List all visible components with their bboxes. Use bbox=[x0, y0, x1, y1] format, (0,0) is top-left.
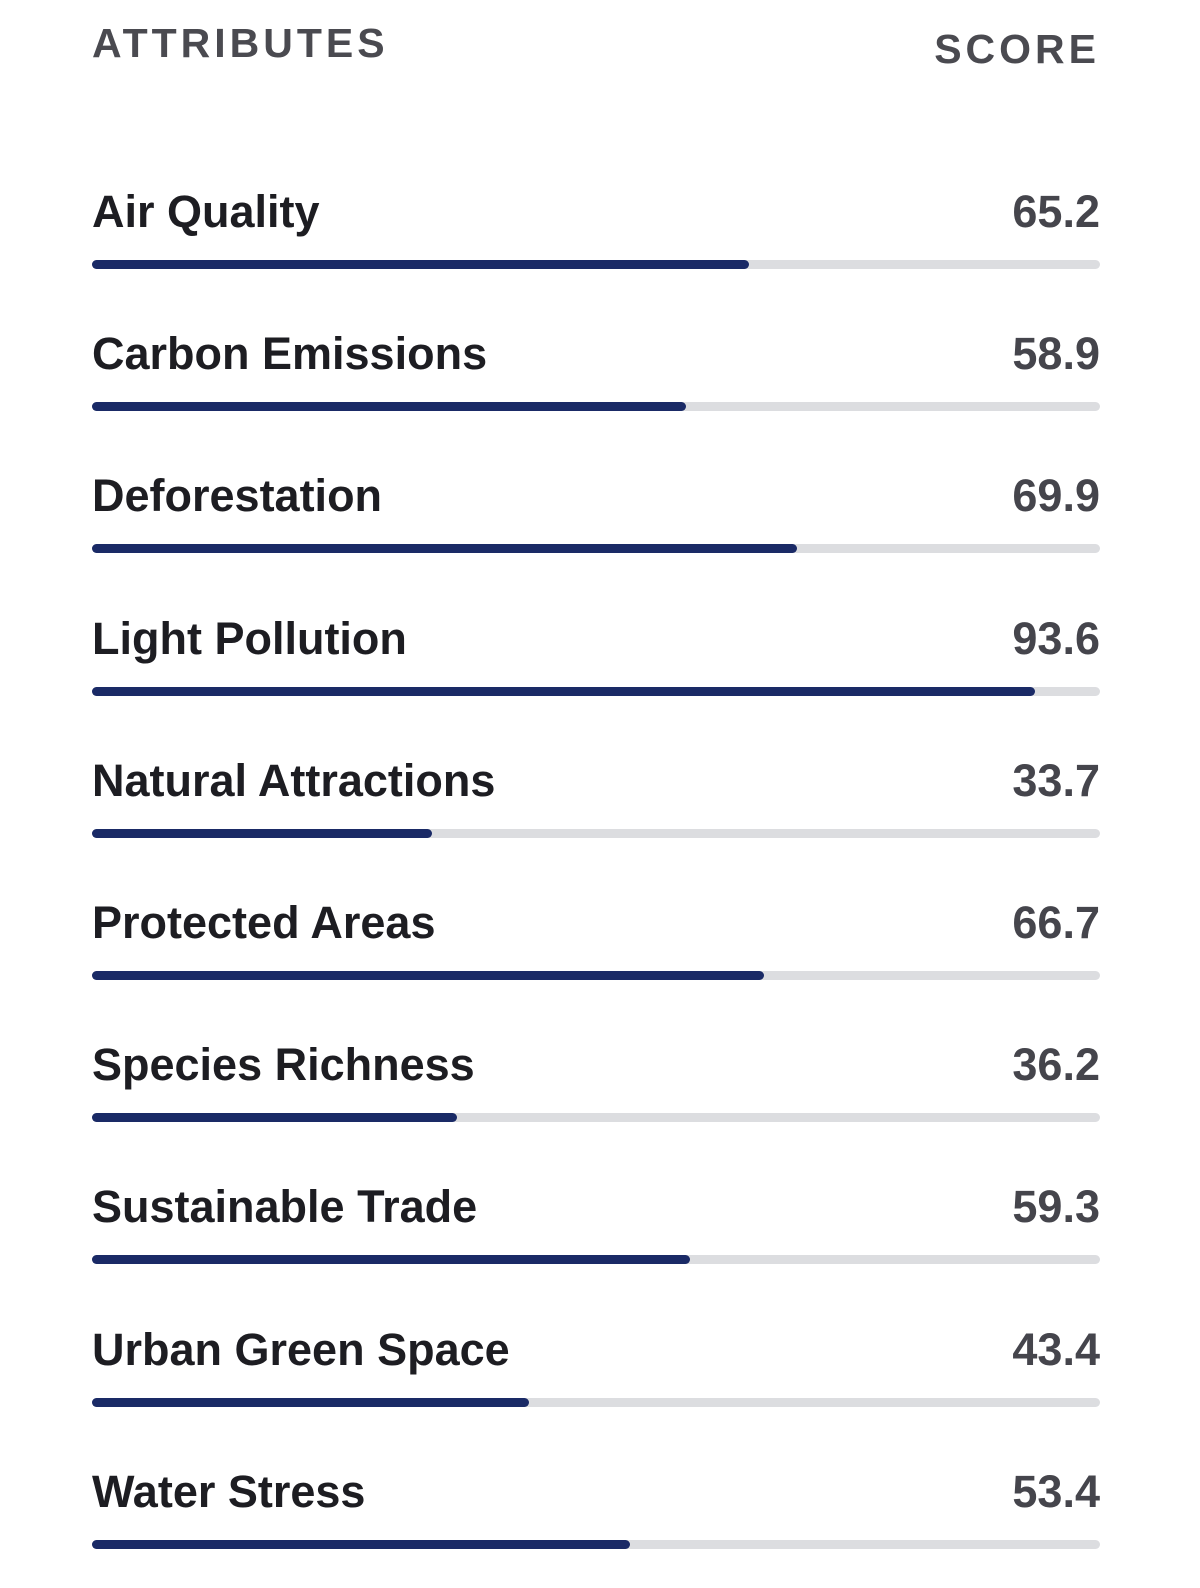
score-bar-track bbox=[92, 260, 1100, 269]
score-bar-fill bbox=[92, 1397, 529, 1407]
score-value: 69.9 bbox=[1012, 470, 1100, 522]
attribute-row: Light Pollution 93.6 bbox=[92, 613, 1100, 723]
score-bar-fill bbox=[92, 686, 1035, 696]
attribute-row: Sustainable Trade 59.3 bbox=[92, 1181, 1100, 1291]
score-value: 58.9 bbox=[1012, 328, 1100, 380]
score-bar-fill bbox=[92, 1255, 690, 1265]
attribute-label: Carbon Emissions bbox=[92, 328, 488, 380]
attribute-label: Natural Attractions bbox=[92, 754, 496, 806]
attribute-row: Deforestation 69.9 bbox=[92, 470, 1100, 580]
score-bar-track bbox=[92, 1539, 1100, 1549]
score-value: 59.3 bbox=[1012, 1181, 1100, 1233]
attribute-label: Urban Green Space bbox=[92, 1323, 510, 1375]
score-bar-track bbox=[92, 971, 1100, 980]
score-bar-track bbox=[92, 544, 1100, 554]
attribute-row: Water Stress 53.4 bbox=[92, 1466, 1100, 1576]
attributes-column-header: ATTRIBUTES bbox=[92, 20, 389, 66]
attribute-row: Species Richness 36.2 bbox=[92, 1039, 1100, 1149]
attribute-row: Air Quality 65.2 bbox=[92, 186, 1100, 296]
attribute-label: Light Pollution bbox=[92, 612, 407, 664]
score-value: 93.6 bbox=[1012, 612, 1100, 664]
score-value: 43.4 bbox=[1012, 1323, 1100, 1375]
score-bar-fill bbox=[92, 260, 749, 269]
score-bar-fill bbox=[92, 1113, 457, 1123]
score-value: 66.7 bbox=[1012, 897, 1100, 948]
score-value: 53.4 bbox=[1012, 1465, 1100, 1517]
score-value: 36.2 bbox=[1012, 1039, 1100, 1091]
score-value: 65.2 bbox=[1012, 186, 1100, 237]
score-value: 33.7 bbox=[1012, 754, 1100, 806]
score-bar-track bbox=[92, 1255, 1100, 1265]
attribute-row: Protected Areas 66.7 bbox=[92, 897, 1100, 1007]
attribute-label: Species Richness bbox=[92, 1039, 475, 1091]
table-header: ATTRIBUTES SCORE bbox=[92, 20, 1100, 76]
attribute-label: Sustainable Trade bbox=[92, 1181, 478, 1233]
attribute-label: Deforestation bbox=[92, 470, 383, 522]
attribute-label: Water Stress bbox=[92, 1465, 366, 1517]
attribute-row: Natural Attractions 33.7 bbox=[92, 755, 1100, 865]
score-bar-track bbox=[92, 828, 1100, 838]
attribute-label: Protected Areas bbox=[92, 897, 436, 948]
score-bar-track bbox=[92, 402, 1100, 412]
attribute-label: Air Quality bbox=[92, 186, 320, 237]
score-bar-fill bbox=[92, 1539, 630, 1549]
score-column-header: SCORE bbox=[934, 26, 1100, 72]
score-bar-track bbox=[92, 686, 1100, 696]
score-bar-fill bbox=[92, 828, 432, 838]
score-bar-fill bbox=[92, 402, 686, 412]
score-bar-fill bbox=[92, 544, 797, 554]
attribute-row: Urban Green Space 43.4 bbox=[92, 1324, 1100, 1434]
score-bar-track bbox=[92, 1113, 1100, 1123]
attribute-row: Carbon Emissions 58.9 bbox=[92, 328, 1100, 438]
score-bar-track bbox=[92, 1397, 1100, 1407]
score-bar-fill bbox=[92, 971, 764, 980]
